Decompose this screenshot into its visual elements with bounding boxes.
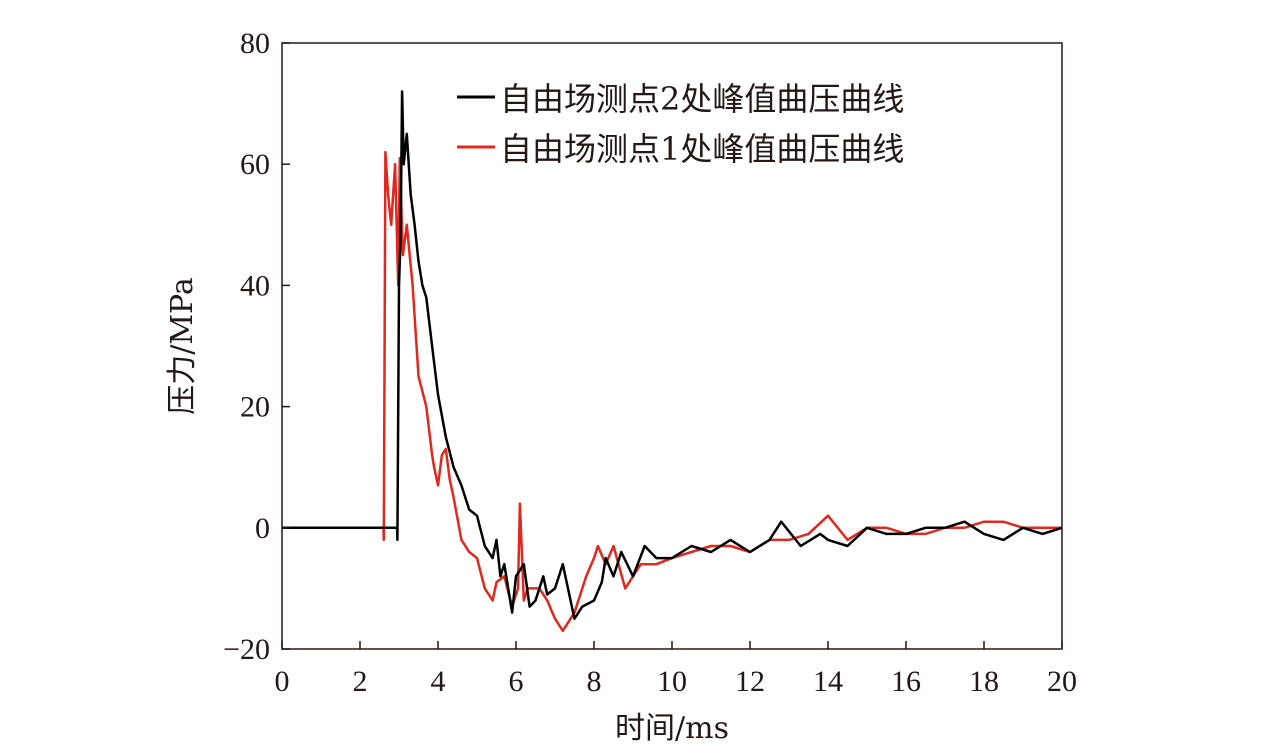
x-tick-label: 18: [969, 665, 999, 698]
legend-label-series-2: 自由场测点2处峰值曲压曲线: [500, 80, 904, 118]
legend: 自由场测点2处峰值曲压曲线 自由场测点1处峰值曲压曲线: [457, 80, 904, 168]
x-tick-label: 10: [657, 665, 687, 698]
y-axis-label: 压力/MPa: [165, 277, 200, 415]
x-tick-label: 12: [735, 665, 765, 698]
x-tick-label: 8: [587, 665, 602, 698]
x-axis-label: 时间/ms: [615, 711, 729, 746]
y-tick-label: 0: [255, 512, 270, 545]
x-tick-label: 4: [431, 665, 446, 698]
x-tick-label: 0: [275, 665, 290, 698]
x-tick-label: 2: [353, 665, 368, 698]
x-tick-label: 14: [813, 665, 843, 698]
legend-label-series-1: 自由场测点1处峰值曲压曲线: [500, 130, 904, 168]
y-tick-label: 40: [240, 269, 270, 302]
x-tick-label: 20: [1047, 665, 1077, 698]
y-tick-label: 80: [240, 27, 270, 60]
x-tick-label: 6: [509, 665, 524, 698]
series-line-point-2: [282, 90, 1063, 620]
y-tick-label: 20: [240, 391, 270, 424]
plot-series: [282, 90, 1063, 633]
y-tick-label: −20: [223, 633, 270, 666]
x-tick-label: 16: [891, 665, 921, 698]
y-tick-label: 60: [240, 148, 270, 181]
